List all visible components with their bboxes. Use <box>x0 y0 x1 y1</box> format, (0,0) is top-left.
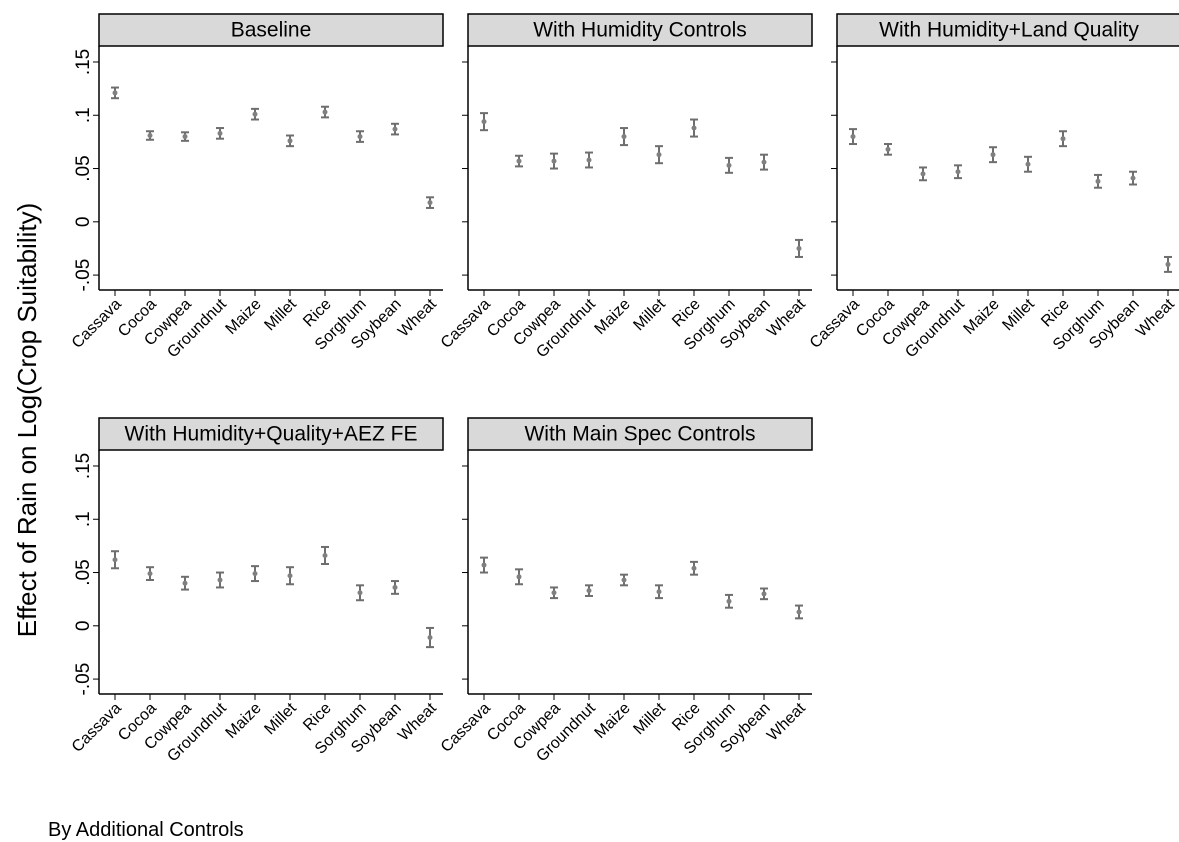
point-marker <box>761 159 767 165</box>
x-tick-label: Millet <box>261 699 300 738</box>
point-marker <box>392 126 398 132</box>
x-tick-label: Maize <box>961 296 1003 338</box>
point-marker <box>1095 178 1101 184</box>
y-tick-label: .05 <box>73 155 94 181</box>
point-marker <box>357 590 363 596</box>
panel-title: Baseline <box>231 19 312 42</box>
x-tick-label: Maize <box>223 700 265 742</box>
y-tick-label: .1 <box>73 107 94 123</box>
panel-title: With Humidity+Quality+AEZ FE <box>125 423 418 446</box>
y-tick-label: .15 <box>73 49 94 75</box>
point-marker <box>1165 261 1171 267</box>
panel-title: With Humidity+Land Quality <box>879 19 1139 42</box>
y-tick-label: 0 <box>73 217 94 228</box>
x-tick-label: Cassava <box>69 700 125 756</box>
point-marker <box>621 577 627 583</box>
point-marker <box>1060 136 1066 142</box>
point-marker <box>112 557 118 563</box>
y-tick-label: .1 <box>73 511 94 527</box>
point-marker <box>392 584 398 590</box>
point-marker <box>726 598 732 604</box>
panel-header <box>98 417 444 451</box>
point-marker <box>691 125 697 131</box>
point-marker <box>112 90 118 96</box>
point-marker <box>656 589 662 595</box>
x-tick-label: Wheat <box>1133 295 1178 340</box>
x-tick-label: Maize <box>223 296 265 338</box>
panel-header <box>467 417 813 451</box>
point-marker <box>322 109 328 115</box>
point-marker <box>586 157 592 163</box>
panel-header <box>98 13 444 47</box>
point-marker <box>182 134 188 140</box>
point-marker <box>147 571 153 577</box>
x-tick-label: Millet <box>261 295 300 334</box>
x-tick-label: Millet <box>630 699 669 738</box>
point-marker <box>427 200 433 206</box>
x-tick-label: Cassava <box>69 296 125 352</box>
panel-title: With Humidity Controls <box>533 19 747 42</box>
point-marker <box>551 158 557 164</box>
x-tick-label: Wheat <box>395 295 440 340</box>
x-tick-label: Wheat <box>764 295 809 340</box>
x-tick-label: Wheat <box>764 699 809 744</box>
point-marker <box>761 591 767 597</box>
y-axis-label: Effect of Rain on Log(Crop Suitability) <box>12 203 42 638</box>
panel-title: With Main Spec Controls <box>524 423 755 446</box>
point-marker <box>990 152 996 158</box>
point-marker <box>357 134 363 140</box>
y-tick-label: -.05 <box>73 259 94 292</box>
panel-header <box>836 13 1179 47</box>
point-marker <box>551 590 557 596</box>
x-tick-label: Cassava <box>807 296 863 352</box>
x-tick-label: Cassava <box>438 700 494 756</box>
y-tick-label: -.05 <box>73 663 94 696</box>
point-marker <box>885 146 891 152</box>
point-marker <box>322 552 328 558</box>
point-marker <box>147 133 153 139</box>
point-marker <box>287 138 293 144</box>
point-marker <box>796 245 802 251</box>
point-marker <box>726 162 732 168</box>
point-marker <box>217 577 223 583</box>
point-marker <box>850 134 856 140</box>
y-tick-label: .05 <box>73 559 94 585</box>
point-marker <box>1025 161 1031 167</box>
point-marker <box>691 565 697 571</box>
point-marker <box>516 574 522 580</box>
y-tick-label: 0 <box>73 621 94 632</box>
x-tick-label: Millet <box>630 295 669 334</box>
point-marker <box>796 609 802 615</box>
point-marker <box>252 111 258 117</box>
point-marker <box>182 580 188 586</box>
point-marker <box>481 562 487 568</box>
x-tick-label: Cassava <box>438 296 494 352</box>
panel-header <box>467 13 813 47</box>
point-marker <box>920 171 926 177</box>
x-tick-label: Maize <box>592 700 634 742</box>
point-marker <box>252 571 258 577</box>
point-marker <box>1130 175 1136 181</box>
point-marker <box>955 169 961 175</box>
point-marker <box>656 152 662 158</box>
y-tick-label: .15 <box>73 453 94 479</box>
point-marker <box>287 573 293 579</box>
x-tick-label: Wheat <box>395 699 440 744</box>
point-marker <box>217 130 223 136</box>
point-marker <box>516 158 522 164</box>
note: By Additional Controls <box>48 819 244 841</box>
point-marker <box>621 134 627 140</box>
point-marker <box>427 635 433 641</box>
x-tick-label: Maize <box>592 296 634 338</box>
point-marker <box>481 119 487 125</box>
x-tick-label: Millet <box>999 295 1038 334</box>
point-marker <box>586 588 592 594</box>
